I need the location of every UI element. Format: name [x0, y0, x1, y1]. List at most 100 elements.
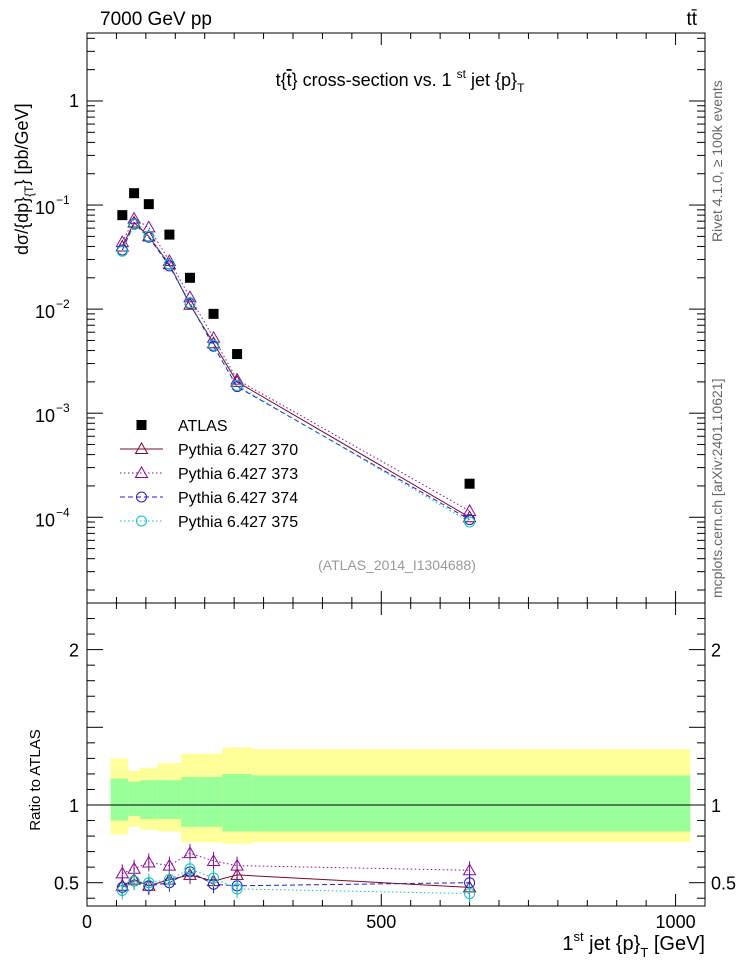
main-y-tick-label: 10: [35, 302, 55, 322]
ratio-y-tick-label-right: 2: [711, 641, 721, 661]
pythia-6-427-375-ratio-line: [122, 868, 470, 895]
x-tick-label: 500: [366, 912, 396, 932]
pythia-6-427-375-point: [128, 219, 140, 231]
main-y-tick-exponent: −2: [56, 297, 70, 311]
title-post: jet {p}: [466, 70, 517, 90]
legend-pythia-6-427-370-label: Pythia 6.427 370: [178, 442, 298, 459]
pythia-6-427-373-ratio-point: [162, 858, 177, 871]
main-panel: 110−110−210−310−4: [35, 32, 706, 604]
ratio-band-inner: [181, 777, 199, 827]
main-y-tick-exponent: −1: [56, 193, 70, 207]
atlas-point: [164, 229, 175, 240]
atlas-point: [143, 199, 154, 210]
title-sup: st: [457, 67, 467, 81]
legend-pythia-6-427-374-label: Pythia 6.427 374: [178, 490, 298, 507]
atlas-point: [208, 308, 219, 319]
pythia-6-427-373-ratio-point: [183, 846, 197, 859]
mcplots-label: mcplots.cern.ch [arXiv:2401.10621]: [709, 379, 725, 598]
pythia-6-427-370-point: [127, 215, 141, 228]
legend-pythia-6-427-374-marker: [136, 491, 147, 503]
pythia-6-427-373-ratio-point: [141, 855, 156, 868]
ylabel-post: } [pb/GeV]: [12, 103, 32, 185]
atlas-point: [464, 478, 475, 489]
pythia-6-427-374-point: [464, 514, 476, 526]
energy-label: 7000 GeV pp: [100, 9, 212, 30]
legend-atlas-marker: [136, 420, 147, 430]
ratio-band-inner: [222, 773, 252, 832]
process-label: tt̄: [686, 9, 697, 30]
pythia-6-427-373-ratio-line: [122, 852, 470, 874]
xlabel-sup: st: [574, 929, 585, 944]
pythia-6-427-375-ratio-point: [143, 877, 155, 889]
main-y-tick-exponent: −4: [56, 505, 70, 519]
ratio-band-inner: [251, 775, 691, 832]
x-tick-label: 0: [82, 912, 92, 932]
rivet-label: Rivet 4.1.0, ≥ 100k events: [709, 80, 725, 242]
legend-pythia-6-427-375-label: Pythia 6.427 375: [178, 514, 298, 531]
legend-atlas-label: ATLAS: [178, 418, 228, 435]
title-sub: T: [517, 81, 525, 95]
legend-pythia-6-427-373-label: Pythia 6.427 373: [178, 466, 298, 483]
pythia-6-427-373-ratio-point: [206, 853, 221, 866]
ratio-band-inner: [198, 777, 223, 827]
legend: ATLAS Pythia 6.427 370 Pythia 6.427 373 Pyt…: [120, 418, 298, 531]
main-y-tick-label: 10: [35, 406, 55, 426]
pythia-6-427-373-ratio-point: [115, 866, 130, 879]
pythia-6-427-375-ratio-point: [163, 874, 175, 886]
pythia-6-427-373-ratio-point: [230, 858, 244, 871]
legend-pythia-6-427-375-marker: [136, 515, 147, 527]
ratio-y-tick-label-right: 1: [711, 796, 721, 816]
ratio-band-inner: [128, 781, 140, 816]
title-tbar: t: [287, 70, 292, 90]
ratio-ylabel: Ratio to ATLAS: [27, 729, 44, 830]
pythia-6-427-375-point: [464, 516, 476, 528]
pythia-6-427-373-point: [206, 330, 221, 343]
main-y-tick-label: 10: [35, 198, 55, 218]
ratio-y-tick-label: 2: [69, 641, 79, 661]
pythia-6-427-373-point: [183, 290, 197, 303]
xlabel-pre: 1: [562, 933, 573, 955]
atlas-point: [117, 210, 128, 221]
pythia-6-427-375-ratio-point: [116, 884, 128, 896]
ratio-y-tick-label: 1: [69, 796, 79, 816]
pythia-6-427-370-point: [462, 510, 477, 523]
ratio-band-inner: [110, 778, 129, 821]
title-pre: t{: [276, 70, 287, 90]
ylabel-sub: {T: [22, 185, 36, 197]
pythia-6-427-375-point: [208, 339, 220, 351]
legend-pythia-6-427-373-marker: [134, 465, 149, 478]
atlas-point: [129, 188, 140, 199]
ratio-y-tick-label: 0.5: [54, 874, 79, 894]
analysis-watermark: (ATLAS_2014_I1304688): [318, 557, 476, 573]
legend-pythia-6-427-370-marker: [134, 441, 149, 454]
ratio-frame: [86, 602, 706, 907]
pythia-6-427-375-ratio-point: [128, 875, 140, 887]
main-ylabel: dσ/{dp}{T} [pb/GeV]: [12, 103, 36, 255]
pythia-6-427-373-point: [462, 503, 477, 516]
main-y-tick-exponent: −3: [56, 401, 70, 415]
xlabel-mid: jet {p}: [584, 933, 641, 955]
pythia-6-427-374-point: [184, 298, 196, 310]
x-axis-label: 1st jet {p}T [GeV]: [562, 929, 705, 960]
main-y-tick-label: 10: [35, 510, 55, 530]
pythia-6-427-375-point: [116, 245, 128, 257]
xlabel-post: [GeV]: [648, 933, 705, 955]
atlas-point: [185, 272, 195, 283]
pythia-6-427-375-ratio-point: [208, 872, 220, 884]
title-mid: } cross-section vs. 1: [292, 70, 457, 90]
pythia-6-427-375-ratio-point: [464, 888, 476, 900]
pythia-6-427-375-ratio-point: [184, 863, 196, 875]
x-tick-label: 1000: [656, 912, 696, 932]
pythia-6-427-375-line: [121, 223, 470, 523]
pythia-6-427-375-point: [163, 258, 175, 270]
xlabel-sub: T: [640, 945, 648, 960]
ratio-y-tick-label-right: 0.5: [711, 874, 736, 894]
pythia-6-427-375-ratio-point: [231, 883, 243, 895]
pythia-6-427-375-point: [184, 297, 196, 309]
pythia-6-427-375-point: [143, 230, 155, 242]
main-y-tick-label: 1: [69, 91, 79, 111]
pythia-6-427-373-point: [230, 372, 244, 385]
atlas-point: [232, 349, 243, 360]
pythia-6-427-375-point: [231, 379, 243, 391]
